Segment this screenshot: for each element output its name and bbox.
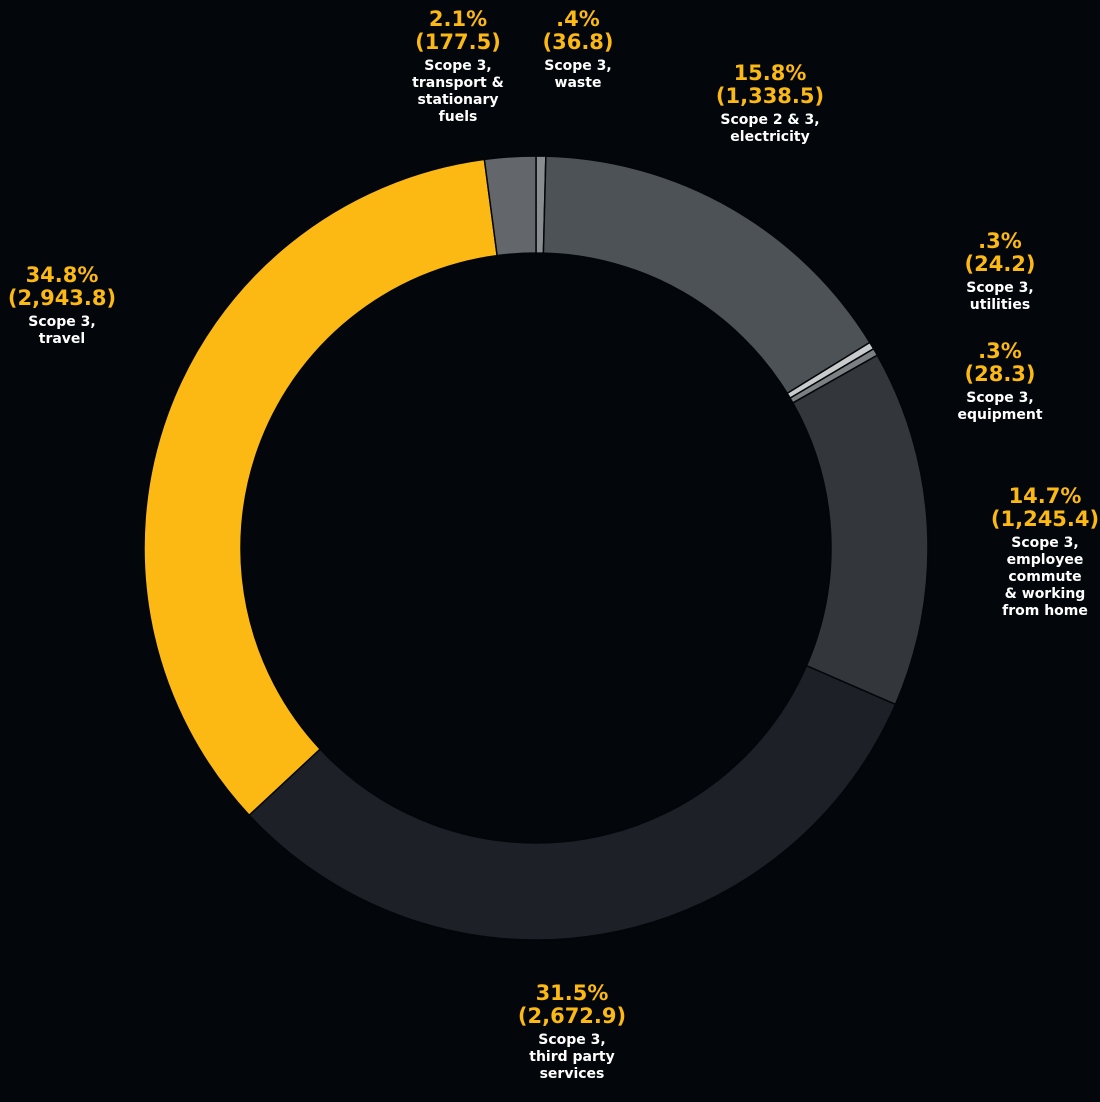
- percent-label: .4%: [556, 7, 600, 31]
- percent-label: 15.8%: [733, 61, 807, 85]
- amount-label: (2,672.9): [517, 1004, 627, 1028]
- slice-label: .4% (36.8) Scope 3, waste: [542, 8, 613, 92]
- category-label: Scope 3, waste: [544, 58, 612, 91]
- amount-label: (28.3): [964, 362, 1036, 386]
- category-label: Scope 3, transport & stationary fuels: [412, 58, 504, 125]
- percent-label: 14.7%: [1008, 484, 1082, 508]
- percent-label: 31.5%: [535, 981, 609, 1005]
- category-label: Scope 3, employee commute & working from…: [1002, 535, 1088, 619]
- category-label: Scope 2 & 3, electricity: [720, 112, 820, 145]
- slice: [483, 155, 537, 257]
- slice-label: .3% (24.2) Scope 3, utilities: [964, 230, 1035, 314]
- percent-label: .3%: [978, 339, 1022, 363]
- slice-label: .3% (28.3) Scope 3, equipment: [957, 340, 1042, 424]
- amount-label: (36.8): [542, 30, 614, 54]
- category-label: Scope 3, utilities: [966, 280, 1034, 313]
- amount-label: (1,338.5): [715, 84, 825, 108]
- slice-label: 34.8% (2,943.8) Scope 3, travel: [8, 264, 116, 348]
- slice: [791, 354, 929, 706]
- percent-label: .3%: [978, 229, 1022, 253]
- slice: [248, 664, 897, 941]
- slice-label: 2.1% (177.5) Scope 3, transport & stationa…: [412, 8, 504, 126]
- amount-label: (24.2): [964, 252, 1036, 276]
- amount-label: (1,245.4): [990, 507, 1100, 531]
- category-label: Scope 3, third party services: [529, 1032, 615, 1082]
- slice: [542, 155, 871, 395]
- slice-label: 31.5% (2,672.9) Scope 3, third party servi…: [518, 982, 626, 1083]
- percent-label: 34.8%: [25, 263, 99, 287]
- slice: [143, 158, 498, 817]
- percent-label: 2.1%: [428, 7, 488, 31]
- amount-label: (2,943.8): [7, 286, 117, 310]
- slice-label: 14.7% (1,245.4) Scope 3, employee commute …: [991, 485, 1099, 620]
- category-label: Scope 3, travel: [28, 314, 96, 347]
- slice-label: 15.8% (1,338.5) Scope 2 & 3, electricity: [716, 62, 824, 146]
- category-label: Scope 3, equipment: [957, 390, 1043, 423]
- amount-label: (177.5): [415, 30, 501, 54]
